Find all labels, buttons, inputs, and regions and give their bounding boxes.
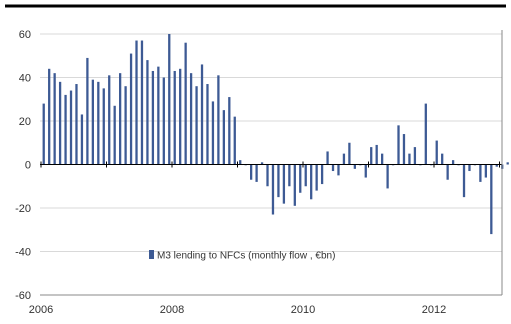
bar [48, 68, 51, 165]
bar [271, 164, 275, 215]
bar [353, 164, 356, 169]
bar [140, 40, 144, 165]
x-tick-labels: 2006 2008 2010 2012 [29, 304, 446, 316]
bar [162, 77, 165, 165]
bar [228, 97, 231, 165]
bar [375, 144, 378, 165]
y-tick-label: -40 [15, 247, 31, 259]
bar [260, 162, 264, 165]
bar [222, 110, 225, 165]
bar [451, 160, 455, 165]
bar [381, 153, 384, 165]
bar [69, 90, 73, 165]
bar [315, 164, 318, 191]
bar [424, 103, 427, 165]
x-tick-label: 2012 [422, 304, 446, 316]
bar [157, 66, 160, 165]
bar [124, 86, 127, 165]
bar [239, 160, 242, 165]
bar [326, 151, 329, 165]
bar [75, 84, 78, 165]
bar [250, 164, 253, 180]
bar [119, 73, 122, 165]
bar [342, 153, 346, 165]
y-tick-label: 20 [19, 116, 31, 128]
bar [184, 42, 187, 165]
bar [348, 142, 351, 165]
bar [195, 86, 198, 165]
bar [337, 164, 340, 176]
x-tick-label: 2008 [160, 304, 184, 316]
bar [58, 81, 62, 165]
axes [40, 30, 503, 296]
bar [468, 164, 471, 172]
bar [495, 164, 498, 167]
bar [288, 164, 291, 187]
bar [189, 73, 193, 165]
bar [151, 70, 155, 165]
y-tick-label: -20 [15, 203, 31, 215]
bar [113, 105, 116, 165]
y-tick-label: 0 [25, 160, 31, 172]
bar [233, 116, 236, 165]
legend: M3 lending to NFCs (monthly flow , €bn) [149, 250, 335, 262]
bar [266, 164, 269, 187]
bar [211, 101, 215, 165]
bar [506, 162, 509, 165]
bar [80, 114, 84, 165]
bar [479, 164, 482, 182]
bar [173, 70, 176, 165]
bar [277, 164, 280, 198]
bar [86, 57, 89, 165]
bar [200, 64, 204, 165]
bar [293, 164, 296, 206]
bar [135, 40, 138, 165]
legend-swatch [149, 250, 154, 259]
bar [282, 164, 286, 204]
bar [102, 88, 105, 165]
bar [53, 73, 56, 165]
bar [168, 34, 171, 165]
y-tick-label: 60 [19, 29, 31, 41]
legend-label: M3 lending to NFCs (monthly flow , €bn) [157, 251, 335, 262]
bar [397, 125, 400, 165]
bar [446, 164, 449, 180]
bar [108, 75, 111, 165]
bar [364, 164, 367, 178]
bar [304, 164, 307, 187]
bar [435, 140, 438, 165]
bar [91, 79, 94, 165]
bar [370, 147, 373, 165]
y-tick-label: -60 [15, 290, 31, 302]
bar [441, 153, 444, 165]
bar [320, 164, 324, 185]
bar [179, 68, 182, 165]
x-tick-label: 2010 [291, 304, 315, 316]
bar [310, 164, 313, 200]
bar [402, 134, 406, 165]
bar [299, 164, 302, 193]
bar [490, 164, 493, 235]
bar [413, 147, 417, 165]
bar [97, 81, 100, 165]
bar [386, 164, 389, 189]
bar [255, 164, 258, 182]
bar [206, 84, 209, 165]
bar [129, 53, 133, 165]
bars [42, 34, 509, 235]
bar [217, 75, 220, 165]
bar [462, 164, 466, 198]
bar [42, 103, 45, 165]
y-tick-labels: -60 -40 -20 0 20 40 60 [15, 29, 31, 302]
x-tick-label: 2006 [29, 304, 53, 316]
bar [331, 164, 335, 172]
bar [484, 164, 487, 178]
bar [64, 94, 67, 165]
bar [146, 60, 149, 165]
y-tick-label: 40 [19, 73, 31, 85]
bar [408, 153, 411, 165]
